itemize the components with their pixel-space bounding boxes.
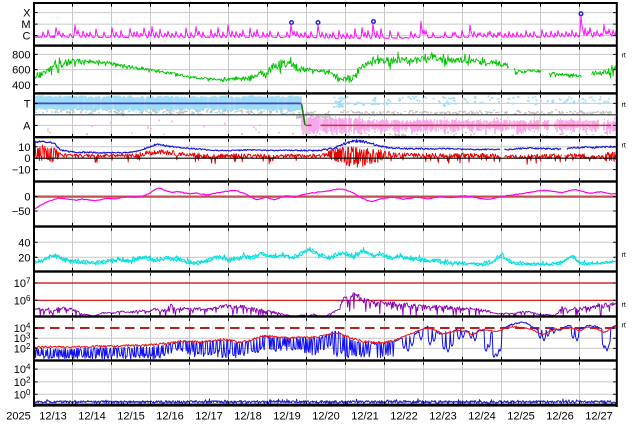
svg-text:12/26: 12/26 — [546, 411, 574, 423]
svg-text:rt: rt — [622, 102, 626, 109]
svg-text:rt: rt — [622, 252, 626, 259]
svg-text:T: T — [24, 98, 31, 110]
svg-text:12/14: 12/14 — [78, 411, 106, 423]
svg-text:12/25: 12/25 — [507, 411, 535, 423]
svg-text:M: M — [21, 19, 30, 31]
svg-text:12/19: 12/19 — [273, 411, 301, 423]
svg-text:10: 10 — [18, 142, 30, 154]
svg-text:rt: rt — [622, 302, 626, 309]
svg-text:2025: 2025 — [6, 411, 30, 423]
svg-text:400: 400 — [12, 80, 30, 92]
svg-text:12/20: 12/20 — [312, 411, 340, 423]
svg-text:−10: −10 — [12, 165, 31, 177]
svg-text:rt: rt — [622, 143, 626, 150]
svg-text:12/27: 12/27 — [585, 411, 613, 423]
svg-text:C: C — [23, 31, 31, 43]
svg-text:X: X — [23, 8, 31, 20]
svg-text:A: A — [23, 120, 31, 132]
svg-text:12/13: 12/13 — [39, 411, 67, 423]
svg-text:40: 40 — [18, 237, 30, 249]
svg-text:12/24: 12/24 — [468, 411, 496, 423]
svg-text:12/21: 12/21 — [351, 411, 379, 423]
svg-text:12/15: 12/15 — [117, 411, 145, 423]
svg-text:12/16: 12/16 — [156, 411, 184, 423]
svg-text:rt: rt — [622, 323, 626, 330]
svg-text:600: 600 — [12, 65, 30, 77]
svg-text:800: 800 — [12, 49, 30, 61]
svg-text:0: 0 — [24, 192, 30, 204]
svg-text:12/17: 12/17 — [195, 411, 223, 423]
svg-text:−50: −50 — [12, 206, 31, 218]
svg-text:12/22: 12/22 — [390, 411, 418, 423]
svg-text:0: 0 — [24, 153, 30, 165]
svg-text:12/23: 12/23 — [429, 411, 457, 423]
svg-text:20: 20 — [18, 252, 30, 264]
svg-text:12/18: 12/18 — [234, 411, 262, 423]
svg-text:rt: rt — [622, 53, 626, 60]
